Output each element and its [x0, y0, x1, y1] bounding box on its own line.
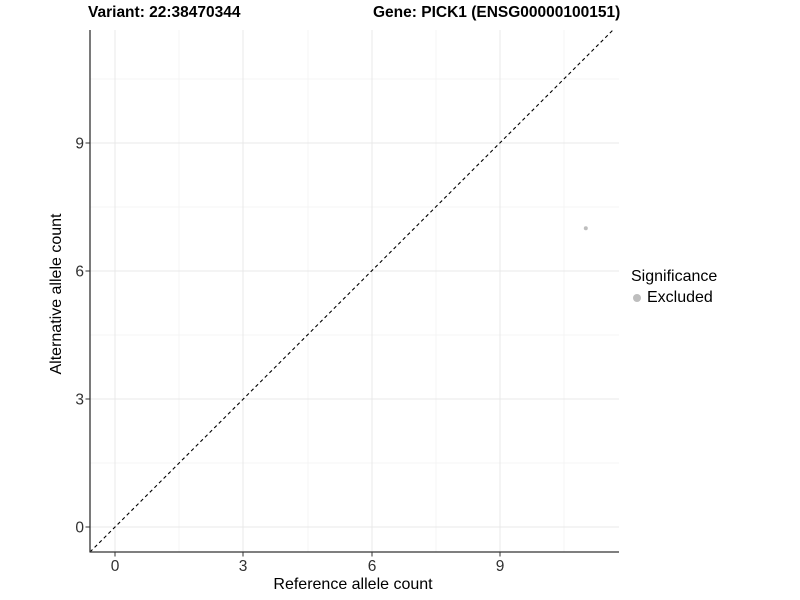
data-point	[583, 226, 588, 231]
x-axis-title: Reference allele count	[273, 576, 433, 593]
y-tick-label: 9	[75, 136, 84, 153]
legend: Significance Excluded	[631, 268, 796, 307]
x-tick-marks	[114, 552, 501, 557]
identity-reference-line	[89, 29, 614, 553]
x-tick-label: 3	[239, 558, 248, 575]
y-tick-label: 6	[75, 264, 84, 281]
x-tick-labels: 0 3 6 9	[111, 558, 505, 575]
legend-title: Significance	[631, 268, 718, 285]
excluded-point-icon	[633, 294, 641, 302]
y-tick-marks	[85, 142, 90, 528]
y-tick-label: 0	[75, 520, 84, 537]
y-tick-labels: 0 3 6 9	[75, 136, 84, 537]
scatter-points	[583, 226, 588, 231]
gene-title: Gene: PICK1 (ENSG00000100151)	[373, 4, 621, 21]
y-tick-label: 3	[75, 392, 84, 409]
legend-item-excluded: Excluded	[631, 289, 796, 307]
x-tick-label: 9	[496, 558, 505, 575]
grid-major	[90, 30, 619, 552]
y-axis-title: Alternative allele count	[48, 213, 65, 375]
grid-minor	[90, 30, 619, 552]
variant-title: Variant: 22:38470344	[88, 4, 241, 21]
x-tick-label: 6	[368, 558, 377, 575]
x-tick-label: 0	[111, 558, 120, 575]
legend-item-label: Excluded	[647, 289, 713, 306]
